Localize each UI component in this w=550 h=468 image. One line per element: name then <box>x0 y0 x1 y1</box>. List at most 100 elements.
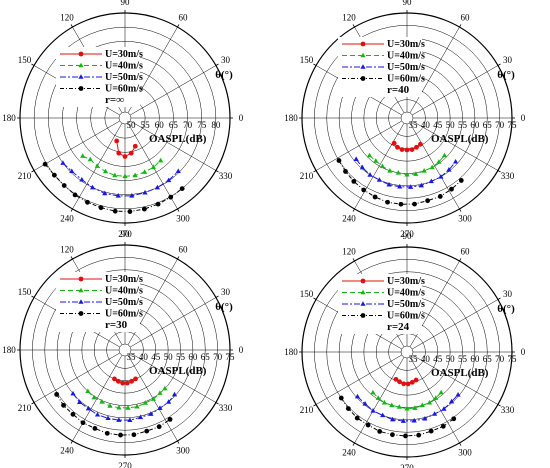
grid-spoke <box>409 357 460 444</box>
angle-tick-label: 30 <box>503 289 513 299</box>
data-point <box>114 138 120 144</box>
data-point <box>433 395 439 400</box>
angle-tick-label: 300 <box>176 213 190 223</box>
series-line <box>62 162 179 197</box>
angle-tick-label: 60 <box>461 247 471 257</box>
angle-tick-label: 300 <box>458 447 472 457</box>
radial-tick-label: 75 <box>508 354 518 364</box>
data-point <box>133 376 138 382</box>
radial-tick-label: 60 <box>470 120 480 130</box>
legend-marker <box>360 289 366 295</box>
legend: U=30m/sU=40m/sU=50m/sU=60m/sr=24 <box>338 274 425 334</box>
polar-chart-2: 0 30 60 90 120 150 180 210 240 270 300 330 35 40 45 50 5… <box>284 0 526 239</box>
series-U=40m/s <box>80 153 164 179</box>
legend-marker <box>360 52 366 58</box>
legend-marker <box>78 86 84 91</box>
data-point <box>395 144 400 150</box>
legend-marker <box>78 276 84 282</box>
polar-chart-3: 0 30 60 90 120 150 180 210 240 270 300 330 35 40 45 50 5… <box>2 229 244 468</box>
angle-tick-label: 210 <box>18 171 32 181</box>
data-point <box>396 404 402 409</box>
angle-tick-label: 150 <box>18 55 32 65</box>
angle-tick <box>497 404 501 407</box>
data-point <box>399 147 405 152</box>
data-point <box>120 380 126 386</box>
data-point <box>61 402 66 408</box>
series-line <box>372 392 442 410</box>
data-point <box>458 178 464 183</box>
legend-label: U=60m/s <box>387 74 425 85</box>
data-point <box>441 406 447 411</box>
data-point <box>359 164 366 170</box>
data-point <box>437 194 443 199</box>
data-point <box>157 405 163 410</box>
angle-tick-label: 270 <box>118 461 132 468</box>
angle-tick-label: 120 <box>342 247 356 257</box>
data-point <box>85 199 90 205</box>
data-point <box>167 416 173 422</box>
data-point <box>453 158 459 164</box>
grid-spoke <box>130 120 217 171</box>
legend-marker <box>78 62 84 68</box>
angle-tick <box>313 63 317 66</box>
data-point <box>42 161 48 167</box>
grid-spoke <box>412 120 499 171</box>
angle-tick <box>70 208 73 212</box>
data-point <box>129 378 135 384</box>
angle-tick <box>215 63 219 66</box>
series-line <box>72 393 175 421</box>
radial-tick-label: 65 <box>201 352 211 362</box>
data-point <box>373 158 379 163</box>
angle-axis-label: θ(°) <box>497 69 515 81</box>
series-U=40m/s <box>366 152 448 177</box>
grid-spoke <box>315 120 402 171</box>
grid-spoke <box>130 65 217 116</box>
data-point <box>362 400 368 406</box>
angle-tick-label: 240 <box>342 213 356 223</box>
angle-tick <box>313 297 317 300</box>
data-point <box>404 147 410 153</box>
angle-tick-label: 270 <box>118 229 132 239</box>
angle-tick <box>177 440 180 444</box>
data-point <box>69 168 75 174</box>
data-point <box>403 433 408 439</box>
data-point <box>51 172 57 178</box>
data-point <box>375 395 381 400</box>
series-U=30m/s <box>114 138 138 159</box>
data-point <box>80 420 86 426</box>
angle-tick-label: 120 <box>60 13 74 23</box>
angle-tick <box>70 440 73 444</box>
data-point <box>179 186 185 192</box>
angle-tick-label: 30 <box>503 55 513 65</box>
data-point <box>107 403 113 408</box>
angle-tick-label: 240 <box>60 213 74 223</box>
data-point <box>351 178 357 184</box>
radial-tick-label: 65 <box>483 354 493 364</box>
data-point <box>175 168 181 174</box>
radial-tick-label: 70 <box>495 120 505 130</box>
radial-tick-label: 40 <box>421 120 431 130</box>
angle-tick-label: 60 <box>179 245 189 255</box>
angle-tick-label: 60 <box>179 13 189 23</box>
data-point <box>127 417 133 422</box>
data-point <box>94 411 101 417</box>
series-U=50m/s <box>354 392 461 423</box>
data-point <box>390 432 395 438</box>
radius-label: r=∞ <box>105 94 124 106</box>
data-point <box>142 169 148 174</box>
data-point <box>398 201 404 207</box>
data-point <box>438 173 444 179</box>
legend-label: U=50m/s <box>387 299 425 310</box>
data-point <box>397 183 403 189</box>
angle-tick <box>313 404 317 407</box>
angle-tick <box>497 170 501 173</box>
data-point <box>132 143 138 149</box>
angle-tick-label: 270 <box>400 229 414 239</box>
legend-label: U=30m/s <box>387 39 425 50</box>
data-point <box>425 198 431 204</box>
angle-axis-label: θ(°) <box>215 301 233 313</box>
legend-marker <box>78 299 84 304</box>
data-point <box>404 171 410 177</box>
angle-tick <box>177 208 180 212</box>
